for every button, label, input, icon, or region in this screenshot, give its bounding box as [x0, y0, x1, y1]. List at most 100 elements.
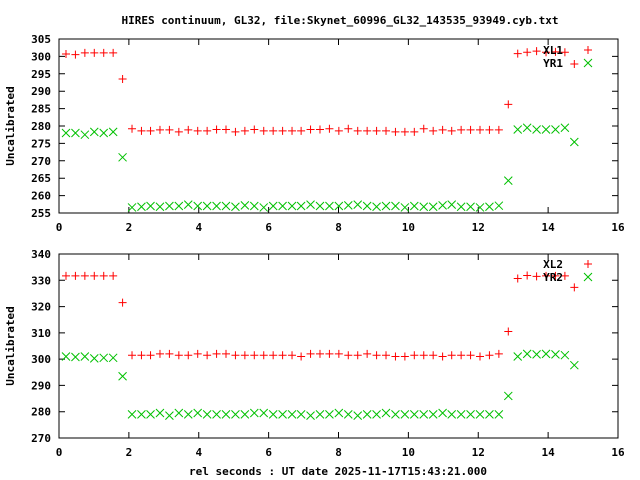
data-point-yr1 — [400, 203, 410, 212]
data-point-yr1 — [353, 200, 363, 210]
data-point-yr2 — [127, 409, 137, 419]
data-point-yr1 — [212, 201, 221, 211]
y-tick-label: 340 — [31, 248, 51, 261]
data-point-xl2 — [494, 349, 503, 358]
data-point-xl1 — [475, 125, 484, 134]
data-point-yr2 — [231, 409, 240, 419]
data-point-xl1 — [71, 50, 80, 59]
data-point-yr2 — [494, 409, 504, 419]
data-point-yr1 — [99, 128, 109, 138]
data-point-xl2 — [61, 271, 70, 280]
data-point-yr1 — [249, 201, 259, 211]
data-point-xl1 — [155, 125, 164, 134]
data-point-yr2 — [532, 350, 541, 359]
data-point-xl2 — [410, 351, 419, 360]
data-point-yr2 — [447, 409, 457, 419]
data-point-yr2 — [334, 408, 344, 418]
data-point-yr1 — [532, 125, 541, 134]
data-point-yr2 — [306, 411, 315, 421]
data-point-xl1 — [240, 126, 249, 135]
y-tick-label: 260 — [31, 190, 51, 203]
data-point-yr1 — [513, 125, 523, 134]
y-tick-label: 295 — [31, 68, 51, 81]
data-point-yr1 — [118, 152, 127, 162]
data-point-yr1 — [89, 127, 99, 137]
data-point-yr2 — [391, 409, 400, 419]
data-point-yr2 — [240, 409, 250, 419]
x-tick-label: 12 — [472, 446, 485, 459]
data-point-xl2 — [551, 271, 560, 280]
data-point-xl2 — [560, 271, 569, 280]
legend-label: XL1 — [543, 44, 563, 57]
data-point-xl2 — [325, 349, 334, 358]
x-tick-label: 16 — [611, 446, 625, 459]
data-point-xl2 — [240, 351, 249, 360]
plot-border — [58, 253, 619, 439]
data-point-yr2 — [428, 409, 438, 419]
data-point-xl1 — [250, 125, 259, 134]
data-point-xl2 — [382, 351, 391, 360]
data-point-xl1 — [485, 125, 494, 134]
data-point-yr2 — [560, 350, 570, 360]
data-point-yr2 — [372, 409, 381, 419]
data-point-yr2 — [456, 409, 466, 419]
data-point-yr2 — [278, 409, 287, 419]
data-point-xl2 — [447, 351, 456, 360]
data-point-xl1 — [353, 126, 362, 135]
x-tick-label: 4 — [195, 446, 202, 459]
data-point-yr2 — [541, 349, 551, 359]
data-point-yr1 — [183, 200, 193, 210]
data-point-yr1 — [146, 201, 155, 211]
data-point-yr1 — [174, 201, 184, 211]
data-point-yr1 — [494, 201, 504, 211]
y-tick-label: 300 — [31, 353, 51, 366]
data-point-xl1 — [419, 124, 428, 133]
data-point-xl2 — [184, 351, 193, 360]
data-point-yr1 — [485, 202, 494, 212]
data-point-xl2 — [165, 349, 174, 358]
bottom-plot-panel: 270 280 290 300 310 320 330 340 0 2 4 6 8 10 12 14 16 XL2… — [31, 248, 625, 459]
data-point-yr2 — [551, 350, 560, 359]
data-point-xl2 — [128, 351, 137, 360]
data-point-xl2 — [391, 352, 400, 361]
y-tick-label: 275 — [31, 137, 51, 150]
x-tick-label: 16 — [611, 221, 625, 234]
data-point-xl2 — [212, 349, 221, 358]
data-point-xl1 — [203, 126, 212, 135]
legend-marker-yr1 — [583, 58, 593, 68]
x-tick-label: 8 — [335, 446, 342, 459]
data-point-xl1 — [231, 127, 240, 136]
data-point-yr2 — [108, 353, 118, 363]
data-point-yr2 — [325, 409, 334, 419]
data-point-yr2 — [513, 352, 523, 361]
data-point-xl1 — [523, 48, 532, 57]
data-point-xl2 — [71, 271, 80, 280]
x-tick-label: 4 — [195, 221, 202, 234]
data-point-xl1 — [334, 126, 343, 135]
data-point-xl2 — [372, 351, 381, 360]
x-tick-label: 14 — [542, 446, 556, 459]
data-point-xl2 — [570, 283, 579, 292]
y-tick-label: 290 — [31, 85, 51, 98]
data-point-yr1 — [221, 201, 231, 211]
data-point-yr1 — [447, 200, 457, 210]
data-point-xl1 — [99, 48, 108, 57]
data-point-yr1 — [381, 201, 391, 211]
data-point-xl1 — [466, 125, 475, 134]
data-point-xl2 — [532, 272, 541, 281]
x-tick-label: 12 — [472, 221, 485, 234]
y-tick-label: 320 — [31, 301, 51, 314]
data-point-xl2 — [504, 327, 513, 336]
data-point-yr1 — [193, 201, 203, 211]
data-point-yr1 — [372, 202, 381, 212]
y-tick-label: 280 — [31, 406, 51, 419]
data-point-yr2 — [419, 409, 429, 419]
data-point-xl1 — [137, 126, 146, 135]
x-tick-label: 14 — [542, 221, 556, 234]
data-point-yr2 — [118, 371, 127, 381]
data-point-yr2 — [268, 409, 278, 419]
data-point-xl2 — [344, 351, 353, 360]
x-tick-label: 10 — [402, 221, 415, 234]
data-point-yr1 — [202, 201, 212, 211]
data-point-yr2 — [438, 408, 447, 418]
